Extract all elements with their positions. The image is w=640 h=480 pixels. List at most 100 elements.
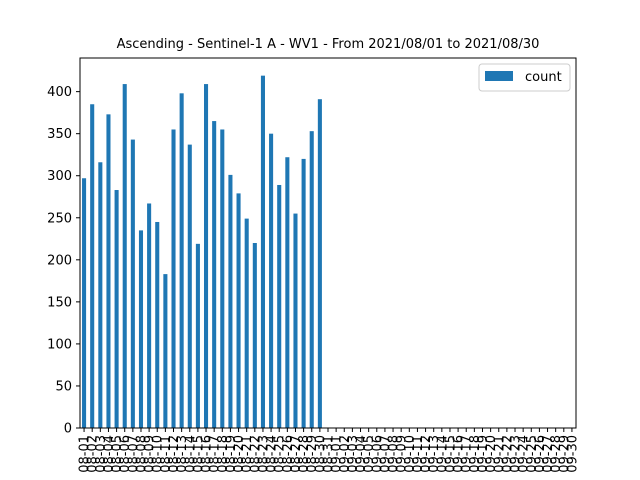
bar-08-19 (228, 174, 233, 428)
x-tick-label: 08-30 (313, 435, 328, 473)
x-tick-label: 08-16 (200, 435, 215, 473)
x-tick-label: 08-22 (248, 435, 263, 473)
x-tick-label: 08-17 (208, 435, 223, 473)
y-tick-label: 300 (47, 169, 72, 184)
bar-08-21 (244, 218, 249, 428)
bar-08-04 (106, 114, 111, 428)
x-tick-label: 09-20 (484, 435, 499, 473)
x-tick-label: 09-07 (378, 435, 393, 473)
x-tick-label: 08-31 (322, 435, 337, 473)
x-tick-label: 08-23 (256, 435, 271, 473)
x-tick-label: 08-27 (289, 435, 304, 473)
bar-08-18 (220, 129, 225, 429)
x-tick-label: 09-14 (435, 435, 450, 473)
x-tick-label: 08-18 (216, 435, 231, 473)
bar-08-08 (138, 230, 144, 428)
x-tick-label: 09-26 (533, 435, 548, 473)
x-tick-label: 09-29 (557, 435, 572, 473)
x-tick-label: 08-09 (143, 435, 158, 473)
bar-08-29 (309, 131, 314, 428)
x-tick-label: 09-28 (549, 435, 564, 473)
x-tick-label: 09-30 (565, 435, 580, 473)
y-axis: 0 50 100 150 200 250 300 350 400 (47, 85, 80, 437)
bar-08-16 (204, 84, 209, 428)
x-tick-label: 08-28 (297, 435, 312, 473)
bar-08-28 (301, 158, 306, 428)
x-tick-label: 08-02 (86, 435, 101, 473)
x-tick-label: 09-24 (517, 435, 532, 473)
bar-08-17 (212, 121, 217, 428)
bar-08-01 (82, 178, 87, 428)
x-tick-label: 09-09 (395, 435, 410, 473)
bar-08-24 (269, 133, 274, 428)
x-tick-label: 09-12 (419, 435, 434, 473)
bar-08-03 (98, 162, 103, 428)
x-tick-label: 08-13 (175, 435, 190, 473)
x-tick-label: 09-17 (460, 435, 475, 473)
x-tick-label: 09-27 (541, 435, 556, 473)
x-tick-label: 09-05 (362, 435, 377, 473)
legend-swatch (485, 71, 513, 81)
x-tick-label: 09-04 (354, 435, 369, 473)
x-tick-label: 09-01 (330, 435, 345, 473)
x-tick-label: 08-25 (273, 435, 288, 473)
x-tick-label: 08-26 (281, 435, 296, 473)
bar-08-26 (285, 157, 290, 429)
x-tick-label: 08-04 (102, 435, 117, 473)
x-tick-label: 09-06 (370, 435, 385, 473)
plot-frame (79, 57, 577, 429)
bar-08-23 (260, 75, 265, 428)
bars-group (82, 75, 322, 429)
x-tick-label: 09-10 (403, 435, 418, 473)
x-tick-label: 08-11 (159, 435, 174, 473)
x-tick-label: 09-15 (443, 435, 458, 473)
x-axis: 08-0108-0208-0308-0408-0508-0608-0708-08… (78, 428, 580, 473)
y-tick-label: 150 (47, 295, 72, 310)
bar-08-06 (122, 84, 127, 428)
bar-08-12 (171, 129, 176, 429)
x-tick-label: 08-06 (118, 435, 133, 473)
y-tick-label: 50 (55, 379, 72, 394)
x-tick-label: 08-14 (183, 435, 198, 473)
legend-label-count: count (525, 70, 562, 85)
bar-08-07 (130, 139, 135, 428)
x-tick-label: 08-29 (305, 435, 320, 473)
bar-08-14 (187, 144, 192, 429)
x-tick-label: 08-15 (191, 435, 206, 473)
x-tick-label: 09-02 (338, 435, 353, 473)
y-tick-label: 350 (47, 127, 72, 142)
x-tick-label: 09-18 (468, 435, 483, 473)
y-tick-label: 250 (47, 211, 72, 226)
x-tick-label: 08-12 (167, 435, 182, 473)
y-tick-label: 0 (64, 422, 72, 437)
x-tick-label: 09-25 (525, 435, 540, 473)
legend-box (478, 63, 571, 92)
bar-08-27 (293, 213, 298, 428)
y-tick-label: 200 (47, 253, 72, 268)
x-tick-label: 08-10 (151, 435, 166, 473)
x-tick-label: 08-24 (265, 435, 280, 473)
x-tick-label: 08-03 (94, 435, 109, 473)
x-tick-label: 08-19 (224, 435, 239, 473)
x-tick-label: 09-19 (476, 435, 491, 473)
bar-08-11 (163, 274, 168, 428)
bar-08-05 (114, 190, 119, 428)
x-tick-label: 09-03 (346, 435, 361, 473)
bar-08-30 (317, 99, 322, 428)
bar-08-22 (252, 243, 257, 428)
bar-08-09 (147, 203, 152, 428)
x-tick-label: 09-23 (509, 435, 524, 473)
bar-08-02 (90, 104, 95, 428)
bar-08-25 (277, 184, 282, 428)
x-tick-label: 08-05 (110, 435, 125, 473)
x-tick-label: 08-21 (240, 435, 255, 473)
bar-08-13 (179, 93, 184, 428)
x-tick-label: 08-07 (126, 435, 141, 473)
y-tick-label: 400 (47, 85, 72, 100)
chart-title: Ascending - Sentinel-1 A - WV1 - From 20… (117, 37, 540, 52)
x-tick-label: 09-22 (500, 435, 515, 473)
bar-08-20 (236, 193, 241, 428)
legend: count (478, 63, 571, 92)
bar-08-15 (195, 243, 200, 428)
